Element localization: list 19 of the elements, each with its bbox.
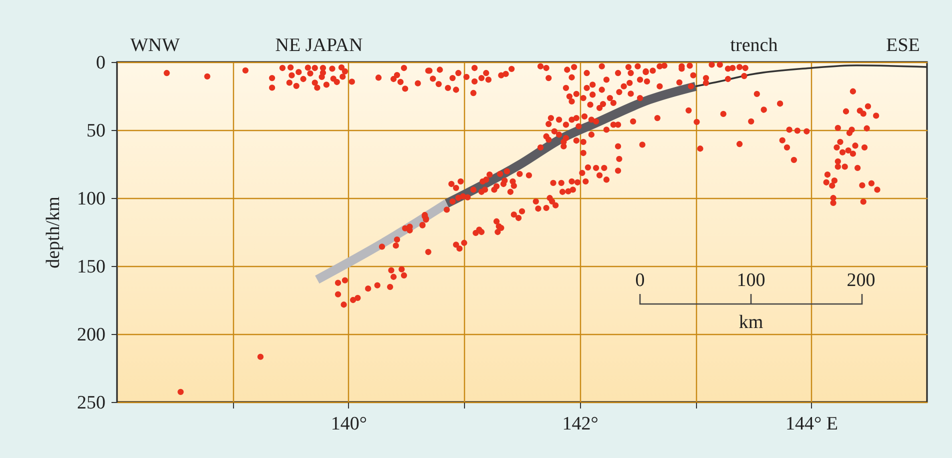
text: WNW	[130, 35, 180, 56]
y-tick-label: 150	[77, 256, 106, 278]
annotation: 0	[635, 270, 645, 291]
y-axis-title: depth/km	[43, 196, 64, 268]
y-tick-label: 200	[77, 324, 106, 346]
text: ESE	[886, 35, 920, 56]
x-tick-label: 144° E	[786, 414, 838, 434]
y-tick-label: 0	[96, 52, 106, 74]
y-tick-label: 100	[77, 188, 106, 210]
x-tick-label: 142°	[562, 414, 598, 434]
annotation: 200	[846, 270, 876, 291]
text: trench	[730, 35, 778, 56]
annotation: 100	[736, 270, 766, 291]
y-tick-label: 250	[77, 392, 106, 414]
y-tick-label: 50	[86, 120, 106, 142]
line-series	[694, 64, 928, 88]
x-tick-label: 140°	[330, 414, 367, 434]
annotation: km	[738, 312, 764, 333]
text: NE JAPAN	[275, 35, 363, 56]
